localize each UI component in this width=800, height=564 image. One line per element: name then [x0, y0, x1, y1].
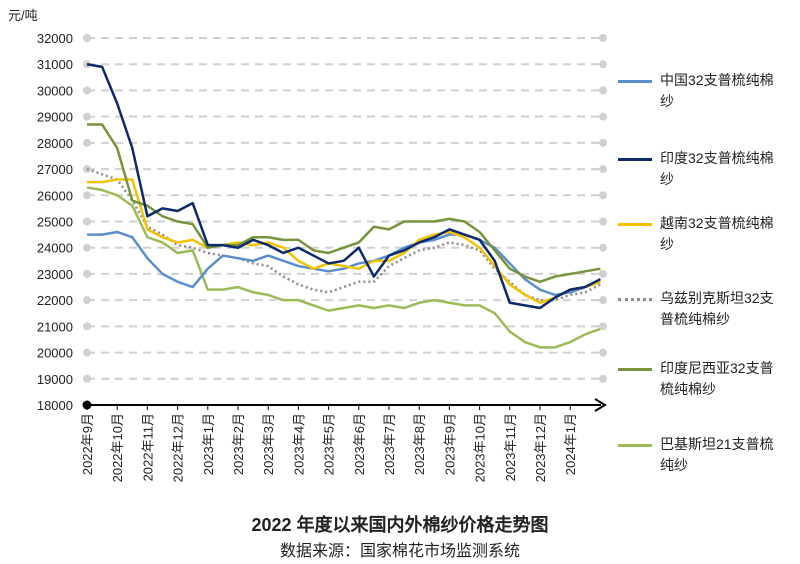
- x-tick-label: 2023年11月: [503, 413, 518, 481]
- legend-swatch: [618, 158, 652, 161]
- series-line: [87, 178, 601, 305]
- legend-swatch: [618, 223, 652, 226]
- x-tick-label: 2023年4月: [291, 413, 306, 475]
- x-tick-label: 2023年1月: [201, 413, 216, 475]
- y-tick-label: 28000: [37, 136, 73, 151]
- x-tick-label: 2023年9月: [442, 413, 457, 475]
- x-tick-label: 2022年10月: [110, 413, 125, 482]
- y-tick-label: 26000: [37, 188, 73, 203]
- grid-end: [83, 269, 91, 278]
- legend-item: 越南32支普梳纯棉纱: [618, 213, 793, 255]
- grid-end: [83, 191, 91, 200]
- y-axis-label: 元/吨: [8, 8, 38, 23]
- legend-item: 中国32支普梳纯棉纱: [618, 70, 793, 112]
- y-tick-label: 18000: [37, 398, 73, 413]
- grid-end: [599, 322, 607, 331]
- x-tick-label: 2024年1月: [563, 413, 578, 475]
- legend-swatch: [618, 444, 652, 447]
- grid-end: [599, 34, 607, 42]
- series-line: [86, 186, 601, 349]
- x-tick-label: 2023年7月: [382, 413, 397, 475]
- grid-end: [83, 374, 91, 383]
- y-tick-label: 30000: [37, 83, 73, 98]
- grid-end: [83, 34, 91, 42]
- y-tick-label: 21000: [37, 319, 73, 334]
- legend-label: 越南32支普梳纯棉纱: [660, 215, 774, 252]
- x-tick-label: 2023年2月: [231, 413, 246, 475]
- y-tick-label: 27000: [37, 162, 73, 177]
- grid-end: [599, 269, 607, 278]
- grid-end: [599, 296, 607, 305]
- series-line: [86, 167, 601, 302]
- x-tick-label: 2022年12月: [171, 413, 186, 482]
- grid-end: [599, 165, 607, 174]
- grid-end: [599, 112, 607, 121]
- chart-subtitle: 数据来源：国家棉花市场监测系统: [280, 542, 520, 560]
- legend-label: 印度尼西亚32支普梳纯棉纱: [660, 360, 774, 397]
- x-tick-label: 2023年5月: [322, 413, 337, 475]
- legend-label: 印度32支普梳纯棉纱: [660, 150, 774, 187]
- legend-item: 印度32支普梳纯棉纱: [618, 148, 793, 190]
- grid-end: [599, 243, 607, 252]
- y-tick-label: 24000: [37, 241, 73, 256]
- grid-end: [599, 374, 607, 383]
- y-tick-label: 25000: [37, 215, 73, 230]
- x-tick-label: 2023年6月: [352, 413, 367, 475]
- grid-end: [83, 138, 91, 147]
- legend-label: 乌兹别克斯坦32支普梳纯棉纱: [660, 290, 774, 327]
- grid-end: [599, 60, 607, 69]
- x-axis-arrow: [594, 398, 607, 412]
- grid-end: [599, 348, 607, 357]
- chart-title: 2022 年度以来国内外棉纱价格走势图: [251, 514, 548, 535]
- series-line: [86, 62, 601, 310]
- legend-swatch: [618, 80, 652, 83]
- grid-end: [83, 112, 91, 121]
- legend-label: 巴基斯坦21支普梳纯纱: [660, 436, 774, 473]
- grid-end: [83, 86, 91, 95]
- grid-end: [83, 217, 91, 226]
- legend-label: 中国32支普梳纯棉纱: [660, 72, 774, 109]
- y-tick-label: 32000: [37, 31, 73, 46]
- x-tick-label: 2023年3月: [261, 413, 276, 475]
- y-tick-label: 22000: [37, 293, 73, 308]
- y-tick-label: 23000: [37, 267, 73, 282]
- x-tick-label: 2022年11月: [140, 413, 155, 481]
- legend-swatch: [618, 368, 652, 371]
- grid-end: [83, 243, 91, 252]
- y-tick-label: 31000: [37, 57, 73, 72]
- y-tick-label: 20000: [37, 346, 73, 361]
- x-tick-label: 2022年9月: [80, 413, 95, 475]
- grid-end: [83, 348, 91, 357]
- legend-item: 印度尼西亚32支普梳纯棉纱: [618, 358, 793, 400]
- grid-end: [599, 191, 607, 200]
- grid-end: [83, 296, 91, 305]
- y-tick-label: 19000: [37, 372, 73, 387]
- legend-item: 巴基斯坦21支普梳纯纱: [618, 434, 793, 476]
- legend-swatch: [618, 298, 652, 301]
- y-tick-label: 29000: [37, 110, 73, 125]
- x-tick-label: 2023年12月: [533, 413, 548, 482]
- x-tick-label: 2023年10月: [473, 413, 488, 482]
- x-tick-label: 2023年8月: [412, 413, 427, 475]
- grid-end: [599, 217, 607, 226]
- grid-end: [83, 322, 91, 331]
- series-line: [87, 230, 601, 297]
- series-line: [87, 123, 601, 284]
- legend-item: 乌兹别克斯坦32支普梳纯棉纱: [618, 288, 793, 330]
- grid-end: [599, 138, 607, 147]
- grid-end: [599, 86, 607, 95]
